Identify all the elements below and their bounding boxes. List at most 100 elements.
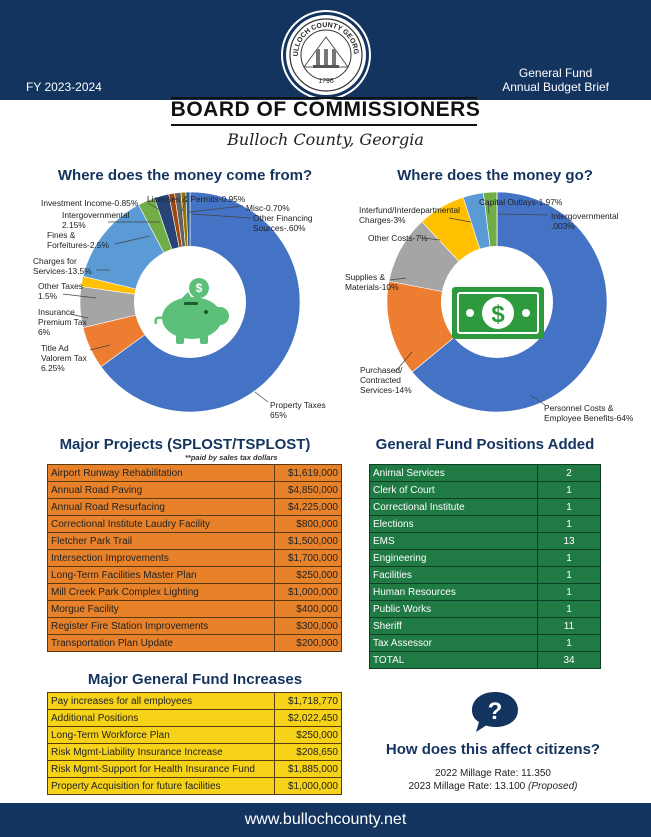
- increase-row: Long-Term Workforce Plan $250,000: [47, 726, 342, 744]
- label-property-1: Property Taxes: [270, 400, 326, 410]
- position-row: Facilities 1: [369, 566, 601, 584]
- label-purchased-1: Purchased/: [360, 365, 403, 375]
- position-row: Clerk of Court 1: [369, 481, 601, 499]
- label-capital: Capital Outlays-1.97%: [479, 197, 563, 207]
- leader-exp-intergov: [497, 213, 549, 216]
- bill-dollar-sign: $: [491, 301, 505, 328]
- position-row-value: 1: [537, 583, 601, 601]
- label-charges-1: Charges for: [33, 256, 77, 266]
- label-interfund-1: Interfund/Interdepartmental: [359, 205, 461, 215]
- label-insurance-2: Premium Tax: [38, 317, 87, 327]
- position-row: Animal Services 2: [369, 464, 601, 482]
- position-row-value: 1: [537, 600, 601, 618]
- position-row: Tax Assessor 1: [369, 634, 601, 652]
- increase-row: Additional Positions $2,022,450: [47, 709, 342, 727]
- label-purchased-3: Services-14%: [360, 385, 412, 395]
- project-row: Annual Road Paving $4,850,000: [47, 481, 342, 499]
- position-row-label: Clerk of Court: [369, 481, 538, 499]
- project-row-label: Mill Creek Park Complex Lighting: [47, 583, 275, 601]
- position-row-value: 1: [537, 498, 601, 516]
- position-row-label: TOTAL: [369, 651, 538, 669]
- label-fines-2: Forfeitures-2.5%: [47, 240, 109, 250]
- leader-capital: [487, 201, 490, 215]
- leader-personnel: [529, 394, 546, 406]
- project-row: Long-Term Facilities Master Plan $250,000: [47, 566, 342, 584]
- position-row-value: 13: [537, 532, 601, 550]
- project-row-value: $300,000: [274, 617, 342, 635]
- position-row: Public Works 1: [369, 600, 601, 618]
- footer-banner: www.bullochcounty.net: [0, 803, 651, 837]
- increases-heading: Major General Fund Increases: [87, 671, 303, 688]
- position-row-label: Correctional Institute: [369, 498, 538, 516]
- increase-row-label: Risk Mgmt-Liability Insurance Increase: [47, 743, 275, 761]
- millage-2023-line: 2023 Millage Rate: 13.100 (Proposed): [370, 781, 616, 792]
- label-purchased-2: Contracted: [360, 375, 401, 385]
- position-row-value: 34: [537, 651, 601, 669]
- position-row-label: Engineering: [369, 549, 538, 567]
- label-personnel-1: Personnel Costs &: [544, 403, 614, 413]
- increase-row-label: Property Acquisition for future faciliti…: [47, 777, 275, 795]
- positions-table: Animal Services 2 Clerk of Court 1 Correctio…: [369, 464, 601, 669]
- label-intergov-pct: 2.15%: [62, 220, 86, 230]
- increase-row-label: Risk Mgmt-Support for Health Insurance F…: [47, 760, 275, 778]
- label-supplies-1: Supplies &: [345, 272, 386, 282]
- project-row: Correctional Institute Laudry Facility $8…: [47, 515, 342, 533]
- label-interfund-2: Charges-3%: [359, 215, 406, 225]
- label-other-financing-2: Sources-.60%: [253, 223, 306, 233]
- money-bill-icon: $: [452, 287, 544, 339]
- label-charges-2: Services-13.5%: [33, 266, 92, 276]
- question-mark: ?: [488, 698, 503, 725]
- project-row-label: Morgue Facility: [47, 600, 275, 618]
- title-rule-top: [171, 97, 477, 99]
- increase-row: Risk Mgmt-Support for Health Insurance F…: [47, 760, 342, 778]
- project-row: Morgue Facility $400,000: [47, 600, 342, 618]
- leader-licenses: [180, 201, 186, 215]
- position-row-label: Public Works: [369, 600, 538, 618]
- label-other-financing: Other Financing: [253, 213, 313, 223]
- millage-2023: 2023 Millage Rate: 13.100: [408, 781, 526, 792]
- question-icon: ?: [472, 692, 518, 732]
- project-row: Mill Creek Park Complex Lighting $1,000,0…: [47, 583, 342, 601]
- position-row-label: Facilities: [369, 566, 538, 584]
- increase-row-value: $208,650: [274, 743, 342, 761]
- position-row: Correctional Institute 1: [369, 498, 601, 516]
- project-row-label: Transportation Plan Update: [47, 634, 275, 652]
- increase-row-label: Additional Positions: [47, 709, 275, 727]
- increase-row-label: Long-Term Workforce Plan: [47, 726, 275, 744]
- project-row-label: Annual Road Paving: [47, 481, 275, 499]
- leader-interfund: [448, 217, 472, 223]
- project-row-value: $200,000: [274, 634, 342, 652]
- project-row-value: $4,225,000: [274, 498, 342, 516]
- position-row: Sheriff 11: [369, 617, 601, 635]
- project-row-value: $250,000: [274, 566, 342, 584]
- expense-heading: Where does the money go?: [397, 167, 593, 184]
- project-row: Fletcher Park Trail $1,500,000: [47, 532, 342, 550]
- label-misc: Misc-0.70%: [246, 203, 290, 213]
- label-fines-1: Fines &: [47, 230, 76, 240]
- projects-note: **paid by sales tax dollars: [185, 453, 278, 462]
- increase-row-value: $1,885,000: [274, 760, 342, 778]
- position-row-value: 2: [537, 464, 601, 482]
- increase-row: Risk Mgmt-Liability Insurance Increase $2…: [47, 743, 342, 761]
- project-row-label: Register Fire Station Improvements: [47, 617, 275, 635]
- increase-row-value: $250,000: [274, 726, 342, 744]
- increase-row-value: $1,718,770: [274, 692, 342, 710]
- project-row: Transportation Plan Update $200,000: [47, 634, 342, 652]
- millage-2023-proposed: (Proposed): [528, 781, 578, 792]
- page-subtitle: Bulloch County, Georgia: [227, 130, 424, 149]
- project-row-value: $800,000: [274, 515, 342, 533]
- brief-line-2: Annual Budget Brief: [502, 80, 609, 94]
- leader-insurance: [69, 313, 89, 319]
- increase-row-value: $2,022,450: [274, 709, 342, 727]
- project-row: Airport Runway Rehabilitation $1,619,000: [47, 464, 342, 482]
- position-row-value: 1: [537, 481, 601, 499]
- project-row-value: $1,619,000: [274, 464, 342, 482]
- brief-line-1: General Fund: [518, 66, 593, 80]
- label-tav-2: Valorem Tax: [41, 353, 87, 363]
- position-row-label: Sheriff: [369, 617, 538, 635]
- position-row-value: 1: [537, 634, 601, 652]
- project-row-value: $1,000,000: [274, 583, 342, 601]
- website-link[interactable]: www.bullochcounty.net: [244, 811, 407, 828]
- leader-tav: [89, 344, 111, 351]
- position-row-value: 1: [537, 566, 601, 584]
